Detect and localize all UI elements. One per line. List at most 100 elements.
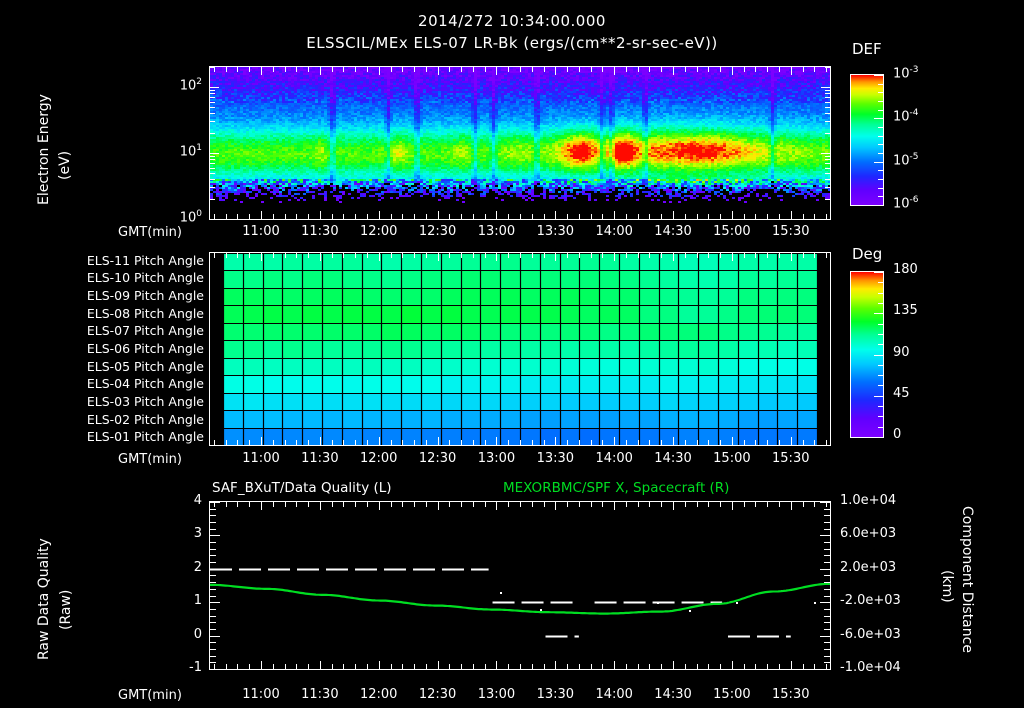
x-tick-top [485,67,486,72]
pitch-angle-row-label: ELS-08 Pitch Angle [86,305,204,321]
panel1-x-tick-label: 14:00 [595,224,633,239]
panel1-y-axis-label-text: Electron Energy [36,94,52,205]
panel2-x-tick-bottom [508,440,509,445]
panel3-x-tick-top [237,502,238,507]
panel3-x-tick-bottom [237,664,238,669]
x-tick-bottom [355,214,356,219]
panel2-x-tick-bottom [697,440,698,445]
colorbar1-tick [878,170,883,171]
colorbar1-tick [878,136,883,137]
panel3-x-tick-label: 14:00 [595,687,633,702]
panel3-x-tick-bottom [226,664,227,669]
panel3-x-tick-top [826,502,827,507]
x-tick-bottom [461,214,462,219]
panel3-y-tick-left [210,629,216,630]
x-tick-bottom [379,211,380,219]
panel3-left-tick-label: 3 [193,526,202,542]
panel3-x-tick-bottom [779,664,780,669]
colorbar2-tick [878,416,883,417]
x-tick-top [567,67,568,72]
panel-electron-energy-spectrogram[interactable] [209,66,831,220]
panel2-x-tick-top [226,253,227,258]
y-tick-right [825,199,830,200]
panel3-left-tick-label: 4 [193,493,202,508]
panel2-x-tick-bottom [355,440,356,445]
panel3-y-tick-right [824,529,830,530]
y-tick-right [825,121,830,122]
panel3-x-tick-bottom [744,664,745,669]
panel3-x-tick-top [508,502,509,507]
x-tick-bottom [614,211,615,219]
panel2-x-tick-top [661,253,662,258]
x-tick-bottom [803,214,804,219]
panel2-x-tick-top [732,253,733,261]
colorbar2-tick [878,334,883,335]
y-tick-left [210,159,215,160]
panel3-y-tick-left [210,649,216,650]
pitch-angle-row-label: ELS-11 Pitch Angle [86,252,204,268]
x-tick-bottom [367,214,368,219]
panel2-x-tick-bottom [332,440,333,445]
panel2-x-tick-label: 15:30 [772,451,810,466]
panel2-x-tick-top [355,253,356,258]
panel-data-quality[interactable] [209,501,831,670]
panel2-x-tick-top [343,253,344,258]
panel3-x-tick-top [273,502,274,507]
colorbar2-tick [878,385,883,386]
panel-pitch-angle[interactable] [209,252,831,446]
colorbar1-tick-label: 10-5 [893,151,919,168]
panel3-x-tick-bottom [461,664,462,669]
x-tick-top [767,67,768,72]
panel3-x-tick-bottom [708,664,709,669]
x-tick-bottom [685,214,686,219]
tick-mantissa: 10 [179,144,197,160]
panel3-x-tick-label: 13:30 [536,687,575,702]
y-tick-right [821,153,830,154]
pitch-angle-row-label: ELS-01 Pitch Angle [86,429,204,445]
panel3-y-tick-left [210,562,216,563]
pitch-angle-row-label: ELS-02 Pitch Angle [86,411,204,427]
panel2-x-tick-bottom [496,437,497,445]
colorbar2-tick [878,324,883,325]
colorbar1-def[interactable] [850,74,884,206]
panel3-y-tick-right [820,569,830,570]
y-tick-left [210,87,219,88]
colorbar2-tick [878,282,883,283]
x-tick-top [544,67,545,72]
panel2-x-tick-top [803,253,804,258]
panel3-x-tick-bottom [791,661,792,669]
panel3-y-tick-left [210,569,220,570]
panel2-x-tick-bottom [532,440,533,445]
panel3-y-tick-right [824,582,830,583]
panel3-y-tick-right [824,609,830,610]
panel3-x-tick-top [567,502,568,507]
panel3-x-tick-top [379,502,380,510]
panel2-x-tick-top [708,253,709,258]
panel3-y-tick-right [824,589,830,590]
panel3-x-tick-bottom [732,661,733,669]
panel3-x-tick-label: 11:30 [301,687,339,702]
colorbar1-tick-label: 10-4 [893,108,919,125]
y-tick-right [825,156,830,157]
panel2-x-tick-label: 12:30 [418,451,457,466]
x-tick-top [673,67,674,75]
panel1-y-tick-label: 100 [166,209,202,225]
panel3-y-tick-left [210,535,220,536]
colorbar1-tick-label: 10-6 [893,195,919,212]
panel3-x-tick-bottom [520,664,521,669]
panel3-x-tick-top [308,502,309,507]
panel2-x-tick-top [473,253,474,258]
y-tick-left [210,121,215,122]
x-tick-top [532,67,533,72]
panel2-x-tick-bottom [367,440,368,445]
panel3-y-tick-right [824,629,830,630]
panel2-x-tick-bottom [296,440,297,445]
panel2-x-tick-bottom [449,440,450,445]
panel3-gmt-tag: GMT(min) [118,688,182,703]
panel3-x-tick-label: 14:30 [654,687,692,702]
panel2-x-tick-top [579,253,580,258]
panel3-y-tick-left [210,529,216,530]
panel1-x-tick-label: 12:00 [359,224,398,239]
panel3-x-tick-bottom [673,661,674,669]
colorbar2-deg[interactable] [850,271,884,438]
